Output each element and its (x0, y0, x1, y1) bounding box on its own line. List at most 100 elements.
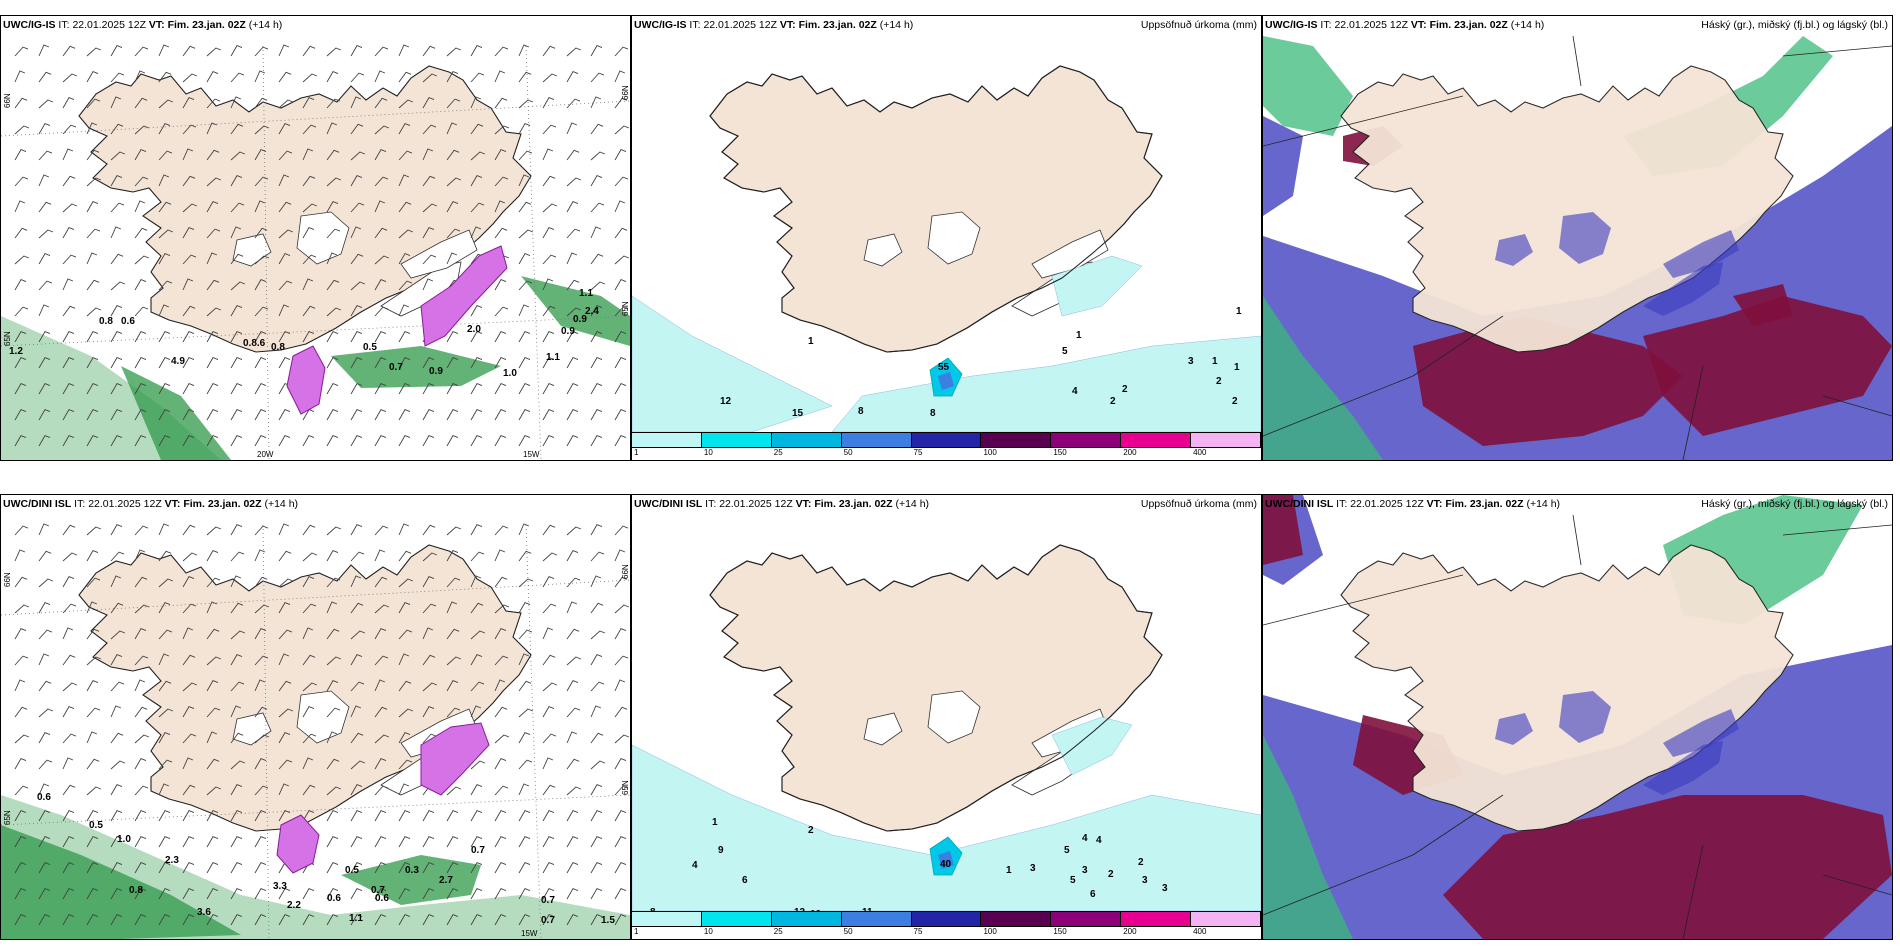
wind-barb (278, 280, 293, 291)
wind-barb (374, 836, 387, 848)
precip-light-area (1051, 716, 1133, 776)
wind-barb (230, 96, 242, 109)
wind-barb (566, 98, 581, 109)
wind-barb (302, 435, 315, 447)
legend-tick: 75 (913, 927, 923, 936)
wind-barb (278, 44, 290, 57)
wind-barb (182, 576, 195, 588)
wind-barb (494, 914, 507, 926)
wind-barb (566, 680, 579, 692)
wind-barb (398, 435, 411, 447)
wind-barb (614, 331, 627, 343)
wind-barb (566, 177, 582, 187)
wind-barb (398, 304, 410, 317)
wind-barb (566, 228, 581, 239)
wind-barb (158, 708, 174, 718)
wind-barb (134, 604, 150, 614)
value-label: 5 (1070, 875, 1076, 886)
low-cloud-area (1443, 795, 1892, 939)
wind-barb (326, 707, 341, 718)
projection-lines (1263, 514, 1892, 939)
wind-barb (494, 331, 507, 343)
wind-barb (518, 732, 531, 744)
legend-tick: 10 (703, 927, 713, 936)
wind-barb (278, 71, 292, 83)
wind-barb (230, 888, 243, 900)
wind-barb (566, 810, 579, 822)
precip-heavy-area (938, 372, 954, 390)
wind-barb (182, 254, 197, 265)
wind-barb (350, 281, 366, 291)
wind-barb (62, 654, 76, 666)
wind-barb (590, 45, 603, 57)
wind-barb (62, 357, 75, 369)
wind-barb (518, 914, 531, 926)
wind-barb (62, 757, 74, 770)
wind-barb (518, 783, 530, 796)
wind-barb (206, 201, 219, 213)
wind-barb (278, 629, 293, 640)
wind-barb (470, 810, 483, 822)
wind-barb (494, 810, 507, 822)
wind-barb (542, 73, 558, 83)
wind-barb (14, 549, 26, 562)
wind-barb (278, 708, 294, 718)
wind-barb (158, 71, 172, 83)
wind-barb (422, 227, 435, 239)
wind-barb (62, 603, 77, 614)
wind-barb (62, 383, 75, 395)
wind-barb (62, 148, 74, 161)
wind-barb (182, 627, 194, 640)
value-label: 0.9 (561, 326, 575, 337)
wind-barb (590, 575, 602, 588)
wind-barb (62, 203, 78, 213)
wind-barb (302, 733, 317, 744)
wind-barb (614, 549, 626, 562)
wind-barb (110, 435, 123, 447)
wind-barb (302, 552, 318, 562)
wind-barb (422, 682, 438, 692)
wind-barb (182, 278, 194, 291)
wind-barb (350, 123, 364, 135)
legend-colorbar (632, 432, 1261, 448)
value-label: 1 (1236, 306, 1242, 317)
wind-barb (446, 914, 459, 926)
wind-barb (110, 383, 123, 395)
wind-barb (566, 252, 578, 265)
wind-barb (230, 836, 243, 848)
wind-barb (398, 409, 411, 421)
wind-barb (470, 305, 483, 317)
wind-barb (422, 45, 436, 57)
wind-barb (326, 149, 340, 161)
wind-barb (566, 409, 579, 421)
wind-barb (518, 357, 531, 369)
wind-barb (230, 123, 244, 135)
value-label: 0.5 (345, 865, 359, 876)
wind-barb (62, 888, 75, 900)
wind-barb (350, 914, 363, 926)
wind-barb (614, 149, 627, 161)
wind-barb (158, 304, 170, 317)
wind-barb (326, 383, 339, 395)
wind-barb (470, 96, 482, 109)
value-label: 0.6 (327, 893, 341, 904)
wind-barb (542, 203, 558, 213)
iceland-coastline (709, 65, 1163, 353)
wind-barb (14, 227, 28, 239)
wind-barb (278, 253, 291, 265)
wind-barb (566, 577, 581, 588)
wind-barb (158, 435, 171, 447)
wind-barb (206, 331, 219, 343)
wind-barb (158, 229, 174, 239)
wind-barb (422, 888, 435, 900)
wind-barb (86, 71, 99, 83)
wind-barb (38, 71, 52, 83)
wind-barb (422, 654, 436, 666)
wind-barb (542, 124, 557, 135)
wind-barb (350, 551, 365, 562)
mid-cloud-patch (1559, 691, 1611, 743)
legend-swatch (632, 912, 702, 926)
wind-barb (326, 888, 339, 900)
wind-barb (110, 96, 122, 109)
wind-barb (110, 760, 126, 770)
